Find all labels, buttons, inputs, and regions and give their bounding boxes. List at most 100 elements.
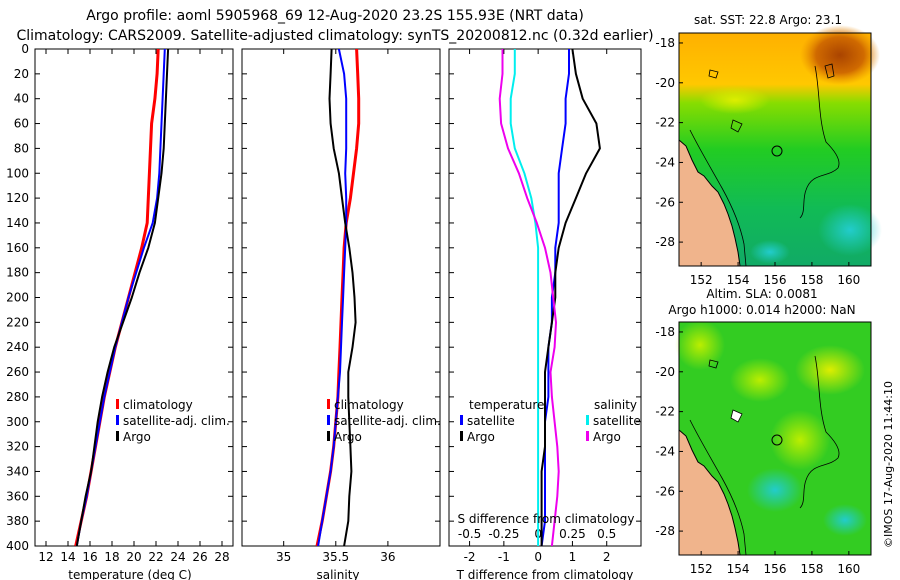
map-lat-tick-label: -20 [655, 76, 675, 90]
salinity-tick-label: 35 [276, 550, 291, 564]
map-lat-tick-label: -26 [655, 484, 675, 498]
map-lat-tick-label: -28 [655, 235, 675, 249]
map-sst-warm-patch [700, 86, 770, 114]
temperature-axis-label: temperature (deg C) [68, 568, 191, 580]
map-sla-argo-marker [771, 434, 783, 446]
map-sst-title: sat. SST: 22.8 Argo: 23.1 [694, 13, 842, 27]
depth-tick-label: 80 [14, 141, 29, 155]
legend-satellite-swatch [327, 415, 330, 425]
legend-satellite-swatch [116, 415, 119, 425]
salinity-axis-label: salinity [316, 568, 359, 580]
panel-temperature-frame [34, 48, 234, 547]
s-difference-axis-label: S difference from climatology [458, 512, 635, 526]
t-difference-tick-label: 0 [534, 550, 542, 564]
temperature-tick-label: 18 [104, 550, 119, 564]
map-sla-title: Altim. SLA: 0.0081 [706, 287, 817, 301]
temperature-tick-label: 20 [126, 550, 141, 564]
temperature-tick-label: 14 [60, 550, 75, 564]
map-sla [675, 320, 872, 556]
depth-tick-label: 320 [6, 440, 29, 454]
t-difference-tick-label: 2 [603, 550, 611, 564]
map-sla-coastline [678, 429, 741, 556]
salinity-tick-label: 35.5 [322, 550, 349, 564]
s-difference-tick-label: 0.25 [559, 527, 586, 541]
map-lon-tick-label: 158 [800, 273, 823, 287]
series-line-argo [75, 49, 170, 546]
temperature-tick-label: 24 [170, 550, 185, 564]
depth-tick-label: 260 [6, 365, 29, 379]
map-sla-high-patch [730, 358, 790, 402]
legend-s-argo-label: Argo [593, 430, 621, 444]
series-line-satellite-adj-clim- [317, 49, 348, 546]
map-sla-high-patch [770, 410, 830, 470]
temperature-tick-label: 26 [192, 550, 207, 564]
t-difference-axis-label: T difference from climatology [456, 568, 634, 580]
legend-argo-label: Argo [334, 430, 362, 444]
depth-tick-label: 40 [14, 92, 29, 106]
map-h-title: Argo h1000: 0.014 h2000: NaN [668, 303, 855, 317]
map-sst-reef-outline [708, 69, 719, 79]
map-lon-tick-label: 154 [727, 273, 750, 287]
map-sst-cool-patch [818, 204, 882, 256]
temperature-tick-label: 12 [38, 550, 53, 564]
map-sla-reef-outline [708, 359, 719, 369]
depth-tick-label: 20 [14, 67, 29, 81]
legend-climatology-label: climatology [123, 398, 193, 412]
series-line-salinity-argo [498, 49, 560, 546]
depth-tick-label: 120 [6, 191, 29, 205]
map-sst-depth-contour [689, 129, 747, 267]
depth-tick-label: 220 [6, 315, 29, 329]
depth-tick-label: 180 [6, 266, 29, 280]
map-sla-low-patch [747, 468, 803, 512]
map-sst-warm-core [800, 25, 880, 85]
map-lat-tick-label: -18 [655, 36, 675, 50]
legend-s-satellite-swatch [586, 415, 589, 425]
map-lon-tick-label: 160 [837, 562, 860, 576]
map-lon-tick-label: 156 [764, 562, 787, 576]
series-line-temperature-satellite [540, 49, 570, 546]
map-sst-reef-outline [824, 63, 835, 79]
map-lon-tick-label: 156 [764, 273, 787, 287]
legend-salinity: climatology satellite-adj. clim. Argo [327, 398, 441, 444]
series-line-argo [328, 49, 357, 546]
map-sla-land [679, 430, 740, 555]
t-difference-tick-label: -2 [464, 550, 476, 564]
map-lat-tick-label: -24 [655, 444, 675, 458]
map-sst [678, 25, 882, 267]
map-sst-cool-patch [750, 240, 790, 264]
legend-t-argo-label: Argo [467, 430, 495, 444]
map-lon-tick-label: 152 [690, 562, 713, 576]
t-difference-tick-label: -1 [498, 550, 510, 564]
depth-tick-label: 300 [6, 415, 29, 429]
depth-tick-label: 60 [14, 117, 29, 131]
series-line-temperature-argo [540, 49, 601, 546]
map-lat-tick-label: -26 [655, 195, 675, 209]
map-lat-tick-label: -28 [655, 524, 675, 538]
map-lon-tick-label: 152 [690, 273, 713, 287]
legend-s-argo-swatch [586, 431, 589, 441]
depth-tick-label: 200 [6, 291, 29, 305]
depth-tick-label: 100 [6, 166, 29, 180]
series-line-salinity-satellite [509, 49, 540, 546]
timestamp: ©IMOS 17-Aug-2020 11:44:10 [882, 381, 895, 548]
s-difference-tick-label: -0.5 [458, 527, 481, 541]
legend-climatology-swatch [327, 399, 330, 409]
map-lat-tick-label: -24 [655, 155, 675, 169]
legend-s-satellite-label: satellite [593, 414, 641, 428]
map-lat-tick-label: -20 [655, 365, 675, 379]
map-lon-tick-label: 154 [727, 562, 750, 576]
temperature-tick-label: 16 [82, 550, 97, 564]
salinity-tick-label: 36 [380, 550, 395, 564]
depth-tick-label: 280 [6, 390, 29, 404]
map-lat-tick-label: -22 [655, 405, 675, 419]
depth-tick-label: 160 [6, 241, 29, 255]
map-sla-low-patch [823, 504, 867, 536]
map-sst-land [679, 140, 740, 266]
title-line-2: Climatology: CARS2009. Satellite-adjuste… [16, 28, 653, 44]
depth-tick-label: 360 [6, 489, 29, 503]
map-sla-high-patch [675, 320, 725, 370]
map-sst-argo-marker [771, 145, 783, 157]
legend-argo-swatch [327, 431, 330, 441]
legend-difference: temperature salinity satellite Argo sate… [460, 398, 641, 444]
